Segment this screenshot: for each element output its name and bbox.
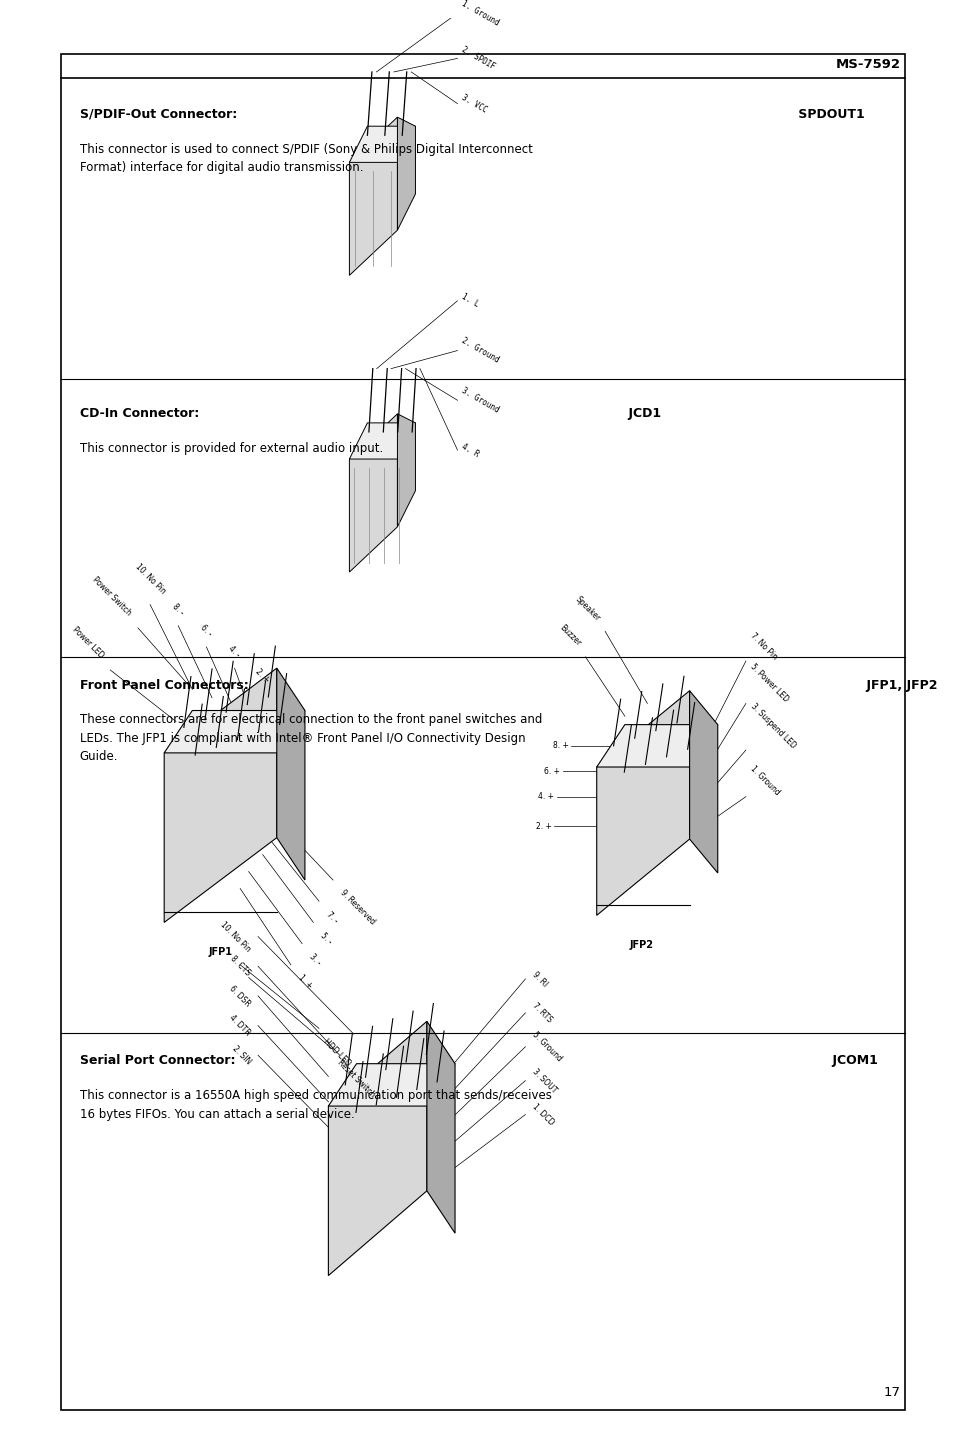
- Text: 7. No Pin: 7. No Pin: [748, 631, 779, 661]
- Text: 5. -: 5. -: [318, 932, 334, 946]
- Text: Reset Switch: Reset Switch: [335, 1058, 376, 1099]
- Text: JFP2: JFP2: [629, 940, 653, 950]
- Text: 2. +: 2. +: [536, 821, 551, 831]
- Polygon shape: [349, 424, 415, 459]
- Polygon shape: [397, 414, 415, 527]
- Text: JCOM1: JCOM1: [827, 1055, 878, 1068]
- Text: 2. SPDIF: 2. SPDIF: [460, 46, 497, 72]
- Text: 9. Reserved: 9. Reserved: [338, 889, 376, 927]
- Text: CD-In Connector:: CD-In Connector:: [80, 408, 199, 421]
- Text: 4. -: 4. -: [227, 644, 242, 660]
- Text: SPDOUT1: SPDOUT1: [794, 107, 864, 120]
- Text: JCD1: JCD1: [623, 408, 660, 421]
- Text: 7. RTS: 7. RTS: [531, 1002, 554, 1025]
- Text: 5. Power LED: 5. Power LED: [748, 661, 790, 704]
- Text: 6. -: 6. -: [198, 624, 213, 638]
- Polygon shape: [397, 117, 415, 230]
- Text: 2. Ground: 2. Ground: [460, 336, 500, 365]
- Text: Buzzer: Buzzer: [558, 624, 582, 648]
- Polygon shape: [426, 1022, 455, 1234]
- Polygon shape: [596, 724, 717, 767]
- Text: 1. DCD: 1. DCD: [531, 1102, 556, 1128]
- Text: Serial Port Connector:: Serial Port Connector:: [80, 1055, 235, 1068]
- Text: 1. Ground: 1. Ground: [748, 764, 781, 797]
- Text: S/PDIF-Out Connector:: S/PDIF-Out Connector:: [80, 107, 236, 120]
- Text: Power LED: Power LED: [71, 625, 105, 660]
- Text: JFP1: JFP1: [209, 947, 233, 957]
- Text: 3. Ground: 3. Ground: [460, 386, 500, 415]
- Text: 1. +: 1. +: [296, 973, 314, 990]
- Text: 2. SIN: 2. SIN: [230, 1045, 253, 1066]
- Text: 1. L: 1. L: [460, 292, 480, 309]
- Text: 4. R: 4. R: [460, 442, 480, 458]
- Text: This connector is used to connect S/PDIF (Sony & Philips Digital Interconnect
Fo: This connector is used to connect S/PDIF…: [80, 143, 532, 175]
- Polygon shape: [349, 117, 397, 275]
- Text: 6. +: 6. +: [543, 767, 559, 776]
- Text: 3. VCC: 3. VCC: [460, 93, 489, 114]
- Text: 3. -: 3. -: [308, 952, 322, 967]
- Polygon shape: [164, 668, 276, 923]
- Text: These connectors are for electrical connection to the front panel switches and
L: These connectors are for electrical conn…: [80, 713, 541, 763]
- Polygon shape: [349, 126, 415, 162]
- Text: 8. +: 8. +: [552, 741, 568, 750]
- Text: 3. Suspend LED: 3. Suspend LED: [748, 701, 797, 750]
- Text: 8. CTS: 8. CTS: [229, 954, 253, 977]
- Polygon shape: [276, 668, 305, 880]
- Text: Power Switch: Power Switch: [91, 575, 133, 617]
- Text: MS-7592: MS-7592: [835, 59, 900, 72]
- Text: HDD LED: HDD LED: [321, 1037, 353, 1068]
- Text: 9. RI: 9. RI: [531, 970, 549, 989]
- Text: This connector is a 16550A high speed communication port that sends/receives
16 : This connector is a 16550A high speed co…: [80, 1089, 551, 1120]
- Text: 10. No Pin: 10. No Pin: [133, 562, 167, 597]
- Text: 7. -: 7. -: [324, 910, 339, 924]
- Text: 1. Ground: 1. Ground: [460, 0, 500, 27]
- Polygon shape: [689, 691, 717, 873]
- Polygon shape: [596, 691, 689, 916]
- Polygon shape: [328, 1063, 455, 1106]
- Polygon shape: [349, 414, 397, 572]
- Text: Speaker: Speaker: [574, 594, 601, 622]
- Text: 4. +: 4. +: [537, 793, 554, 801]
- Bar: [61, 53, 904, 1410]
- Polygon shape: [328, 1022, 426, 1275]
- Text: This connector is provided for external audio input.: This connector is provided for external …: [80, 442, 382, 455]
- Text: Front Panel Connectors:: Front Panel Connectors:: [80, 678, 248, 691]
- Text: 10. No Pin: 10. No Pin: [218, 920, 253, 953]
- Polygon shape: [164, 711, 305, 753]
- Text: 2. +: 2. +: [253, 667, 272, 685]
- Text: 6. DSR: 6. DSR: [228, 983, 253, 1007]
- Text: 3. SOUT: 3. SOUT: [531, 1066, 558, 1095]
- Text: JFP1, JFP2: JFP1, JFP2: [862, 678, 937, 691]
- Text: 8. -: 8. -: [171, 602, 186, 617]
- Text: 17: 17: [882, 1387, 900, 1400]
- Text: 4. DTR: 4. DTR: [228, 1013, 253, 1037]
- Text: 5. Ground: 5. Ground: [531, 1030, 563, 1063]
